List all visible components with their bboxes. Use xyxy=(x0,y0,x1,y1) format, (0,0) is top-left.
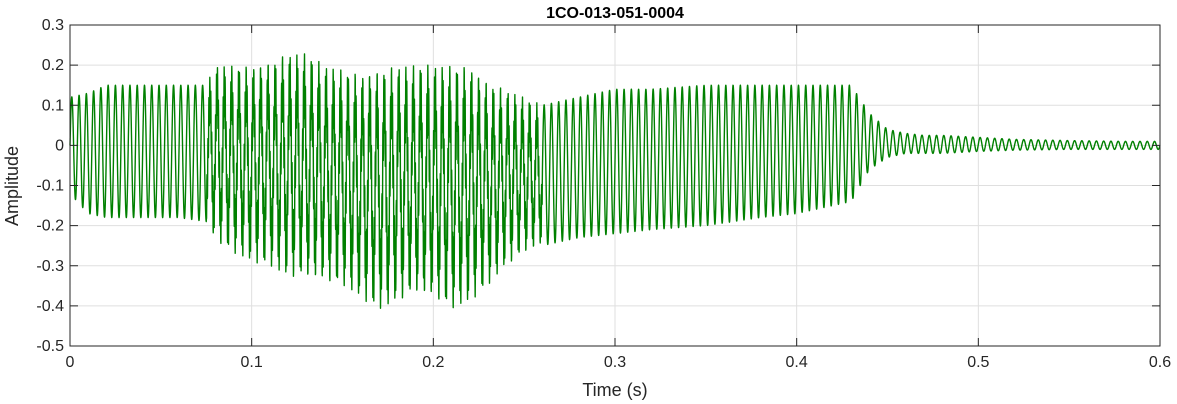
x-tick-label: 0.3 xyxy=(604,354,626,371)
x-tick-label: 0.6 xyxy=(1149,354,1171,371)
x-tick-label: 0.5 xyxy=(967,354,989,371)
y-tick-label: 0.1 xyxy=(42,97,64,114)
ticks xyxy=(69,24,1161,347)
x-tick-label: 0.2 xyxy=(422,354,444,371)
y-axis-label: Amplitude xyxy=(2,146,22,226)
y-tick-label: 0 xyxy=(55,137,64,154)
x-axis-label: Time (s) xyxy=(582,380,647,400)
x-tick-labels: 0 0.1 0.2 0.3 0.4 0.5 0.6 xyxy=(66,354,1172,371)
chart-title: 1CO-013-051-0004 xyxy=(546,5,684,22)
y-tick-label: 0.3 xyxy=(42,17,64,34)
x-tick-label: 0 xyxy=(66,354,75,371)
y-tick-label: -0.1 xyxy=(36,178,64,195)
y-tick-label: -0.5 xyxy=(36,338,64,355)
y-tick-label: -0.2 xyxy=(36,218,64,235)
y-tick-label: -0.3 xyxy=(36,258,64,275)
x-tick-label: 0.1 xyxy=(241,354,263,371)
y-tick-labels: -0.5 -0.4 -0.3 -0.2 -0.1 0 0.1 0.2 0.3 xyxy=(36,17,64,355)
y-tick-label: -0.4 xyxy=(36,298,64,315)
y-tick-label: 0.2 xyxy=(42,57,64,74)
waveform-line xyxy=(69,53,1161,309)
x-tick-label: 0.4 xyxy=(786,354,808,371)
